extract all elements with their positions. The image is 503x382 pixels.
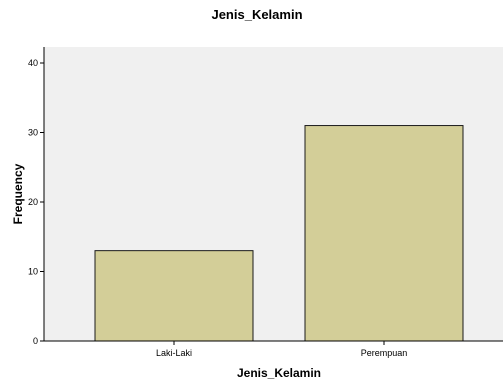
y-tick-label: 0	[33, 336, 38, 346]
y-tick-label: 30	[28, 128, 38, 138]
y-tick-label: 40	[28, 58, 38, 68]
y-axis-label: Frequency	[11, 163, 25, 224]
y-tick-label: 20	[28, 197, 38, 207]
y-tick-label: 10	[28, 267, 38, 277]
x-tick-label: Perempuan	[361, 348, 408, 358]
bars-layer	[94, 125, 464, 342]
chart-title: Jenis_Kelamin	[211, 7, 302, 22]
x-axis-label: Jenis_Kelamin	[237, 366, 321, 380]
bar-laki-laki	[94, 250, 254, 342]
bar-perempuan	[304, 125, 464, 342]
x-tick-label: Laki-Laki	[156, 348, 192, 358]
axes-layer: Laki-Laki Perempuan 0 10 20 30 40	[28, 47, 503, 358]
